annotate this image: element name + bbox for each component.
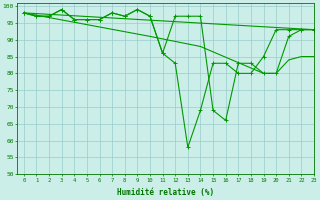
X-axis label: Humidité relative (%): Humidité relative (%) xyxy=(117,188,214,197)
